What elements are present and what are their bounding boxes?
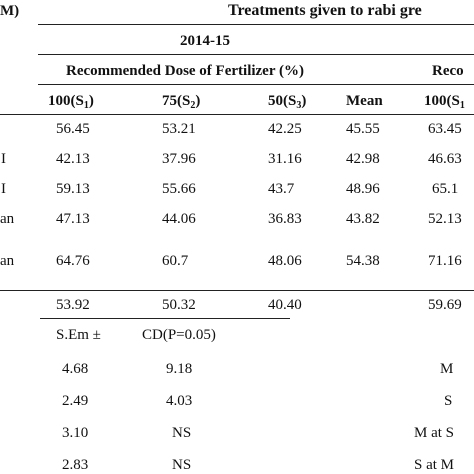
row-label: an: [0, 211, 15, 227]
cell: 59.13: [56, 181, 90, 197]
cell: 42.13: [56, 151, 90, 167]
cell: 71.16: [428, 253, 462, 269]
cd-label: CD(P=0.05): [142, 327, 216, 343]
cell: 59.69: [428, 297, 462, 313]
header-left-cut: M): [0, 3, 20, 19]
stats-right-label: M: [440, 361, 454, 377]
cd-value: NS: [172, 425, 192, 441]
col-header-s2: 75(S2): [162, 93, 201, 111]
rule-dose: [38, 84, 474, 85]
sem-value: 3.10: [62, 425, 89, 441]
cell: 31.16: [268, 151, 302, 167]
rule-top: [38, 24, 474, 25]
row-label: I: [1, 151, 6, 167]
stats-right-label: M at S: [414, 425, 455, 441]
cell: 46.63: [428, 151, 462, 167]
dose-heading: Recommended Dose of Fertilizer (%): [66, 63, 304, 79]
cell: 42.25: [268, 121, 302, 137]
cell: 40.40: [268, 297, 302, 313]
cell: 52.13: [428, 211, 462, 227]
treatments-title: Treatments given to rabi gre: [228, 2, 422, 19]
cd-value: 4.03: [166, 393, 193, 409]
sem-value: 2.49: [62, 393, 89, 409]
cell: 53.21: [162, 121, 196, 137]
rule-year: [38, 54, 474, 55]
col-header-s3: 50(S3): [268, 93, 307, 111]
rule-header: [0, 114, 474, 115]
row-label: I: [1, 181, 6, 197]
cell: 44.06: [162, 211, 196, 227]
cell: 43.82: [346, 211, 380, 227]
cell: 48.96: [346, 181, 380, 197]
cd-value: 9.18: [166, 361, 193, 377]
cell: 55.66: [162, 181, 196, 197]
col-header-mean: Mean: [346, 93, 383, 109]
sem-label: S.Em ±: [56, 327, 101, 343]
col-header-s1: 100(S1): [48, 93, 94, 111]
cell: 36.83: [268, 211, 302, 227]
dose-heading-right: Reco: [432, 63, 464, 79]
year-heading: 2014-15: [180, 33, 230, 49]
cell: 63.45: [428, 121, 462, 137]
cell: 56.45: [56, 121, 90, 137]
cell: 53.92: [56, 297, 90, 313]
cell: 50.32: [162, 297, 196, 313]
cell: 43.7: [268, 181, 295, 197]
row-label: an: [0, 253, 15, 269]
rule-stats: [40, 318, 290, 319]
cell: 48.06: [268, 253, 302, 269]
sem-value: 4.68: [62, 361, 89, 377]
sem-value: 2.83: [62, 457, 89, 473]
cell: 54.38: [346, 253, 380, 269]
cell: 42.98: [346, 151, 380, 167]
cell: 64.76: [56, 253, 90, 269]
stats-right-label: S at M: [414, 457, 455, 473]
cd-value: NS: [172, 457, 192, 473]
cell: 47.13: [56, 211, 90, 227]
col-header-s1-right: 100(S1: [424, 93, 465, 111]
cell: 37.96: [162, 151, 196, 167]
cell: 65.1: [432, 181, 459, 197]
cell: 60.7: [162, 253, 189, 269]
cell: 45.55: [346, 121, 380, 137]
stats-right-label: S: [444, 393, 453, 409]
rule-mean: [0, 290, 474, 291]
